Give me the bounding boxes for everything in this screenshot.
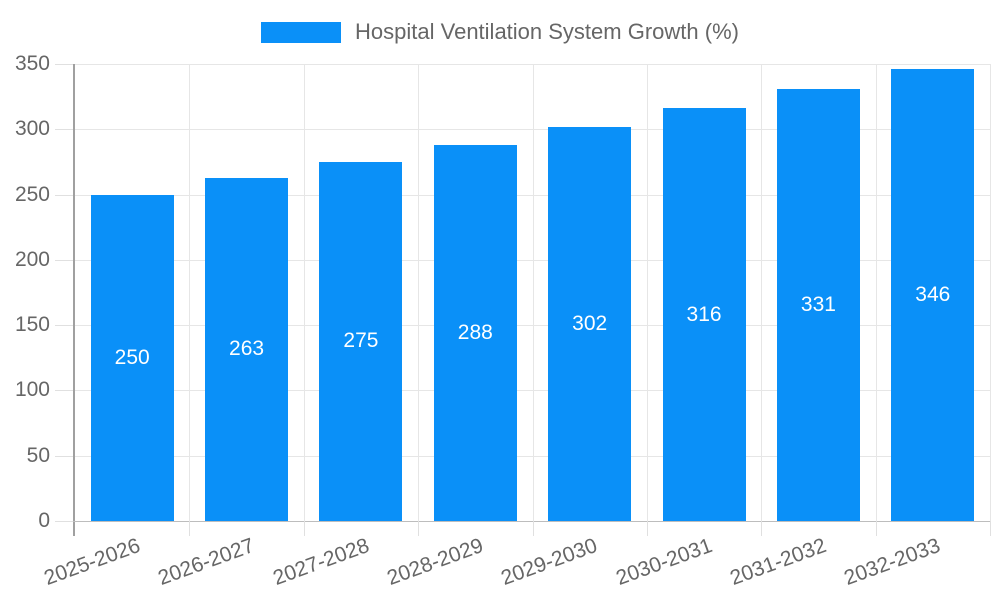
bar-value-label: 316 — [686, 302, 722, 326]
x-axis-tick — [532, 521, 534, 536]
x-tick-label: 2027-2028 — [269, 534, 372, 590]
legend-item[interactable]: Hospital Ventilation System Growth (%) — [0, 21, 1000, 43]
x-tick-label: 2025-2026 — [40, 534, 144, 590]
bar-value-label: 263 — [229, 337, 265, 361]
x-tick-label: 2026-2027 — [155, 534, 258, 590]
x-axis-labels: 2025-2026 2026-2027 2027-2028 2028-2029 2029… — [41, 521, 990, 600]
bar-value-label: 346 — [915, 283, 951, 307]
y-tick-label: 50 — [26, 443, 50, 467]
plot-area: 250 263 275 288 302 316 331 346 — [55, 64, 991, 536]
legend-label: Hospital Ventilation System Growth (%) — [355, 19, 739, 44]
x-tick-label: 2029-2030 — [498, 534, 601, 590]
x-tick-label: 2032-2033 — [841, 534, 944, 590]
y-axis-tick — [55, 194, 73, 196]
y-axis-tick — [55, 259, 73, 261]
y-axis-tick — [55, 129, 73, 131]
v-gridline — [875, 64, 877, 521]
bar[interactable]: 288 — [433, 144, 517, 521]
x-axis-tick — [875, 521, 877, 536]
v-gridline — [303, 64, 305, 521]
x-tick-label: 2031-2032 — [727, 534, 830, 590]
y-axis-labels: 0 50 100 150 200 250 300 350 — [0, 52, 50, 532]
bar-value-label: 250 — [114, 345, 150, 369]
x-axis-tick — [761, 521, 763, 536]
bar-value-label: 331 — [800, 292, 836, 316]
y-tick-label: 300 — [14, 117, 50, 141]
x-axis-tick — [189, 521, 191, 536]
x-axis-tick — [303, 521, 305, 536]
v-gridline — [418, 64, 420, 521]
bar-value-label: 275 — [343, 329, 379, 353]
v-gridline — [646, 64, 648, 521]
bar-value-label: 302 — [572, 311, 608, 335]
v-gridline — [532, 64, 534, 521]
y-tick-label: 200 — [14, 247, 50, 271]
x-axis-tick — [990, 521, 991, 536]
bar[interactable]: 275 — [319, 161, 403, 521]
bar[interactable]: 346 — [891, 69, 975, 521]
x-axis-tick — [418, 521, 420, 536]
y-tick-label: 350 — [14, 52, 50, 75]
y-axis-tick — [55, 390, 73, 392]
y-tick-label: 0 — [38, 509, 50, 532]
bar[interactable]: 250 — [90, 194, 174, 521]
y-tick-label: 100 — [14, 378, 50, 402]
x-axis-line — [73, 521, 990, 522]
bar[interactable]: 263 — [205, 177, 289, 521]
y-axis-tick — [55, 325, 73, 327]
bar-value-label: 288 — [457, 320, 493, 344]
bar[interactable]: 316 — [662, 108, 746, 521]
bar[interactable]: 331 — [776, 88, 860, 521]
v-gridline — [990, 64, 991, 521]
legend-swatch — [261, 21, 342, 43]
v-gridline — [761, 64, 763, 521]
x-tick-label: 2030-2031 — [612, 534, 715, 590]
y-axis-line — [73, 64, 75, 536]
x-axis-tick — [646, 521, 648, 536]
y-axis-tick — [55, 64, 73, 65]
x-tick-label: 2028-2029 — [383, 534, 487, 590]
v-gridline — [189, 64, 191, 521]
y-tick-label: 150 — [14, 313, 50, 337]
y-axis-tick — [55, 455, 73, 457]
y-axis-tick — [55, 521, 73, 522]
y-tick-label: 250 — [14, 182, 50, 206]
bar[interactable]: 302 — [548, 126, 632, 521]
